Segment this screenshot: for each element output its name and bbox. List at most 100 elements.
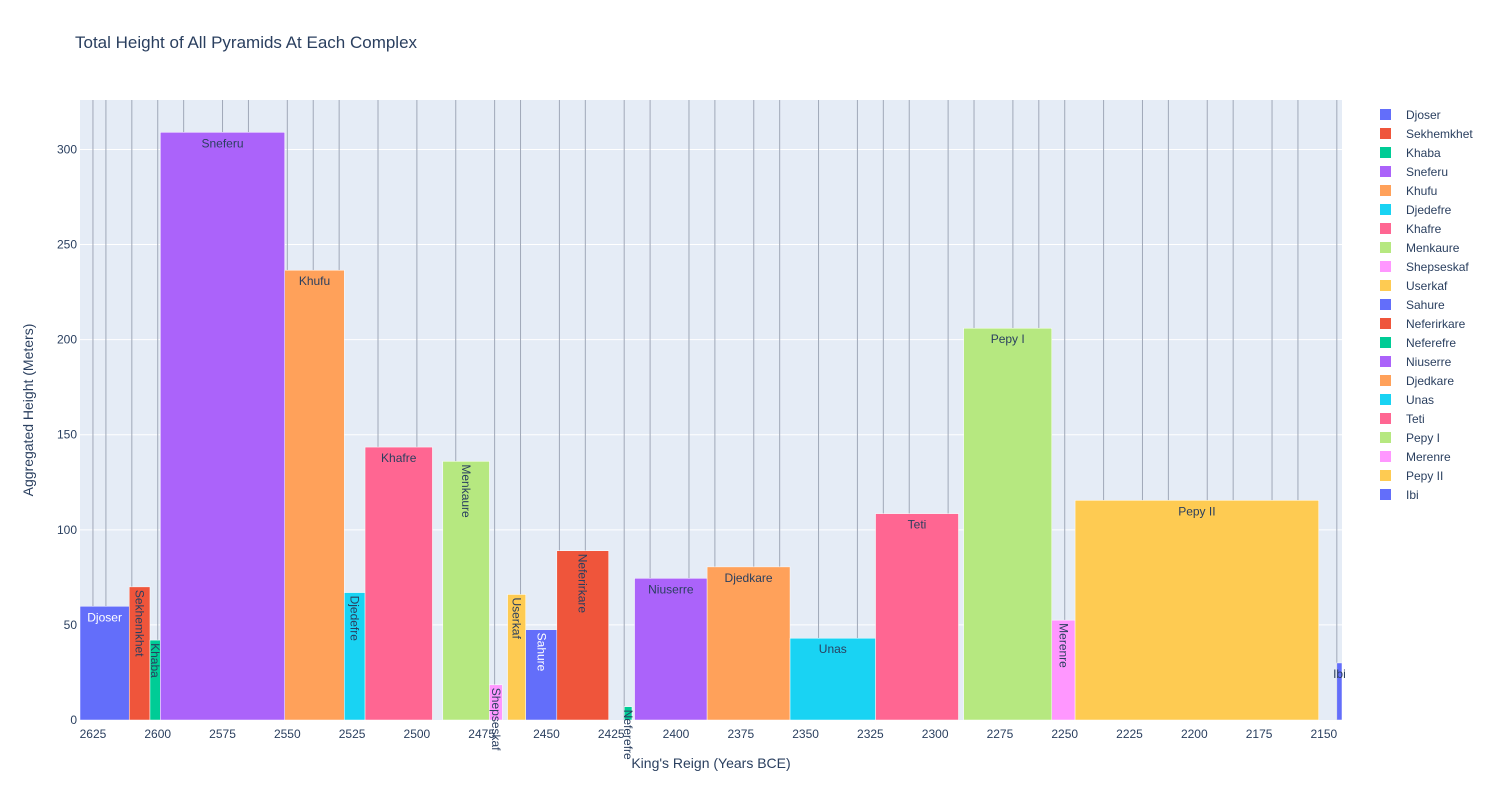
legend-item-ibi[interactable]: Ibi bbox=[1380, 485, 1473, 504]
legend-swatch bbox=[1380, 470, 1391, 481]
legend-swatch bbox=[1380, 318, 1391, 329]
bar-neferefre[interactable] bbox=[623, 706, 633, 721]
legend-item-neferirkare[interactable]: Neferirkare bbox=[1380, 314, 1473, 333]
bar-label-sneferu: Sneferu bbox=[202, 136, 244, 150]
legend-item-djedkare[interactable]: Djedkare bbox=[1380, 371, 1473, 390]
legend-swatch bbox=[1380, 394, 1391, 405]
legend-label: Sahure bbox=[1406, 297, 1445, 312]
bar-djoser[interactable] bbox=[79, 606, 130, 721]
x-tick-label: 2425 bbox=[598, 727, 625, 741]
x-tick-label: 2450 bbox=[533, 727, 560, 741]
legend-item-userkaf[interactable]: Userkaf bbox=[1380, 276, 1473, 295]
bar-unas[interactable] bbox=[789, 637, 876, 721]
legend-label: Khafre bbox=[1406, 221, 1442, 236]
y-tick-label: 300 bbox=[57, 142, 77, 156]
legend-item-merenre[interactable]: Merenre bbox=[1380, 447, 1473, 466]
legend-item-khaba[interactable]: Khaba bbox=[1380, 143, 1473, 162]
bar-label-djoser: Djoser bbox=[87, 610, 122, 624]
bar-layer bbox=[79, 132, 1343, 721]
legend-item-djoser[interactable]: Djoser bbox=[1380, 105, 1473, 124]
legend-item-unas[interactable]: Unas bbox=[1380, 390, 1473, 409]
x-tick-label: 2175 bbox=[1246, 727, 1273, 741]
bar-label-shepseskaf: Shepseskaf bbox=[489, 688, 503, 751]
legend-item-djedefre[interactable]: Djedefre bbox=[1380, 200, 1473, 219]
bar-ibi[interactable] bbox=[1336, 662, 1343, 721]
x-tick-label: 2350 bbox=[792, 727, 819, 741]
bar-menkaure[interactable] bbox=[442, 461, 490, 721]
legend-label: Unas bbox=[1406, 392, 1435, 407]
legend-label: Pepy II bbox=[1406, 468, 1444, 483]
bar-label-neferirkare: Neferirkare bbox=[576, 554, 590, 614]
bar-djedkare[interactable] bbox=[706, 566, 791, 721]
legend-item-pepy-i[interactable]: Pepy I bbox=[1380, 428, 1473, 447]
legend-swatch bbox=[1380, 280, 1391, 291]
legend-swatch bbox=[1380, 242, 1391, 253]
legend-label: Sekhemkhet bbox=[1406, 126, 1473, 141]
y-tick-label: 250 bbox=[57, 238, 77, 252]
legend-label: Userkaf bbox=[1406, 278, 1448, 293]
bar-label-neferefre: Neferefre bbox=[621, 710, 635, 760]
legend-swatch bbox=[1380, 109, 1391, 120]
legend-swatch bbox=[1380, 185, 1391, 196]
legend-label: Teti bbox=[1406, 411, 1425, 426]
legend-swatch bbox=[1380, 413, 1391, 424]
legend-swatch bbox=[1380, 261, 1391, 272]
x-tick-label: 2225 bbox=[1116, 727, 1143, 741]
bar-niuserre[interactable] bbox=[634, 578, 708, 721]
x-axis-ticks: 2625 2600 2575 2550 2525 2500 2475 2450 2425 2400… bbox=[80, 727, 1338, 741]
bar-pepy-i[interactable] bbox=[963, 327, 1053, 721]
bar-teti[interactable] bbox=[875, 513, 959, 721]
legend-label: Niuserre bbox=[1406, 354, 1452, 369]
legend-item-teti[interactable]: Teti bbox=[1380, 409, 1473, 428]
bar-pepy-ii[interactable] bbox=[1074, 500, 1319, 721]
y-axis-ticks: 0 50 100 150 200 250 300 bbox=[57, 142, 77, 727]
bar-label-djedkare: Djedkare bbox=[725, 571, 773, 585]
x-tick-label: 2500 bbox=[404, 727, 431, 741]
y-tick-label: 200 bbox=[57, 333, 77, 347]
bar-khufu[interactable] bbox=[284, 269, 345, 721]
legend-label: Neferefre bbox=[1406, 335, 1457, 350]
legend-item-sekhemkhet[interactable]: Sekhemkhet bbox=[1380, 124, 1473, 143]
x-tick-label: 2300 bbox=[922, 727, 949, 741]
bar-label-khufu: Khufu bbox=[299, 274, 330, 288]
chart-title: Total Height of All Pyramids At Each Com… bbox=[75, 33, 418, 52]
legend-item-shepseskaf[interactable]: Shepseskaf bbox=[1380, 257, 1473, 276]
legend-swatch bbox=[1380, 337, 1391, 348]
bar-sahure[interactable] bbox=[525, 629, 558, 721]
x-tick-label: 2625 bbox=[80, 727, 107, 741]
x-tick-label: 2525 bbox=[339, 727, 366, 741]
legend-item-menkaure[interactable]: Menkaure bbox=[1380, 238, 1473, 257]
legend-swatch bbox=[1380, 375, 1391, 386]
x-tick-label: 2400 bbox=[663, 727, 690, 741]
legend-swatch bbox=[1380, 451, 1391, 462]
legend-item-pepy-ii[interactable]: Pepy II bbox=[1380, 466, 1473, 485]
bar-label-sahure: Sahure bbox=[534, 633, 548, 672]
bar-label-teti: Teti bbox=[908, 518, 927, 532]
legend-label: Khaba bbox=[1406, 145, 1441, 160]
legend-item-neferefre[interactable]: Neferefre bbox=[1380, 333, 1473, 352]
x-tick-label: 2550 bbox=[274, 727, 301, 741]
y-axis-title: Aggregated Height (Meters) bbox=[20, 324, 36, 497]
legend-item-khafre[interactable]: Khafre bbox=[1380, 219, 1473, 238]
bar-label-ibi: Ibi bbox=[1333, 667, 1346, 681]
legend-label: Menkaure bbox=[1406, 240, 1460, 255]
legend-swatch bbox=[1380, 432, 1391, 443]
bar-shepseskaf[interactable] bbox=[489, 684, 503, 721]
x-tick-label: 2275 bbox=[987, 727, 1014, 741]
x-axis-title: King's Reign (Years BCE) bbox=[631, 755, 790, 771]
bar-sneferu[interactable] bbox=[160, 132, 285, 721]
bar-label-sekhemkhet: Sekhemkhet bbox=[133, 590, 147, 657]
y-tick-label: 150 bbox=[57, 428, 77, 442]
y-tick-label: 50 bbox=[64, 618, 78, 632]
bar-label-pepy-i: Pepy I bbox=[991, 332, 1025, 346]
legend-item-niuserre[interactable]: Niuserre bbox=[1380, 352, 1473, 371]
x-tick-label: 2375 bbox=[727, 727, 754, 741]
legend-item-sneferu[interactable]: Sneferu bbox=[1380, 162, 1473, 181]
bar-neferirkare[interactable] bbox=[556, 550, 609, 721]
legend-item-khufu[interactable]: Khufu bbox=[1380, 181, 1473, 200]
legend: Djoser Sekhemkhet Khaba Sneferu Khufu Djedefr… bbox=[1380, 105, 1473, 504]
bar-khafre[interactable] bbox=[364, 446, 433, 721]
x-tick-label: 2575 bbox=[209, 727, 236, 741]
legend-item-sahure[interactable]: Sahure bbox=[1380, 295, 1473, 314]
